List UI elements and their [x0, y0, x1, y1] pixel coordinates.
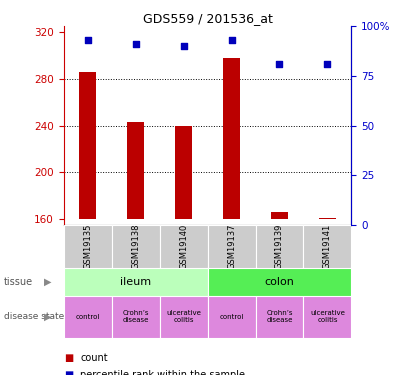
- Text: GSM19139: GSM19139: [275, 224, 284, 269]
- Point: [228, 37, 235, 43]
- Text: percentile rank within the sample: percentile rank within the sample: [80, 370, 245, 375]
- Text: control: control: [219, 314, 244, 320]
- Bar: [303, 225, 351, 268]
- Point: [324, 61, 331, 67]
- Text: ulcerative
colitis: ulcerative colitis: [310, 310, 345, 323]
- Text: ▶: ▶: [44, 312, 51, 322]
- Text: Crohn’s
disease: Crohn’s disease: [122, 310, 149, 323]
- Bar: [208, 268, 351, 296]
- Text: GSM19141: GSM19141: [323, 224, 332, 269]
- Bar: [64, 296, 112, 338]
- Bar: [303, 296, 351, 338]
- Text: GSM19138: GSM19138: [131, 224, 140, 269]
- Bar: [159, 296, 208, 338]
- Bar: [256, 296, 303, 338]
- Bar: [112, 225, 159, 268]
- Text: disease state: disease state: [4, 312, 65, 321]
- Text: control: control: [76, 314, 100, 320]
- Text: Crohn’s
disease: Crohn’s disease: [266, 310, 293, 323]
- Bar: [79, 72, 96, 219]
- Text: GSM19140: GSM19140: [179, 224, 188, 269]
- Bar: [271, 212, 288, 219]
- Point: [132, 41, 139, 47]
- Text: tissue: tissue: [4, 277, 33, 287]
- Bar: [175, 126, 192, 219]
- Point: [180, 43, 187, 49]
- Bar: [208, 296, 256, 338]
- Bar: [208, 225, 256, 268]
- Bar: [256, 225, 303, 268]
- Bar: [64, 225, 112, 268]
- Text: ■: ■: [64, 353, 73, 363]
- Point: [84, 37, 91, 43]
- Bar: [223, 58, 240, 219]
- Text: ulcerative
colitis: ulcerative colitis: [166, 310, 201, 323]
- Text: GSM19137: GSM19137: [227, 224, 236, 269]
- Text: ■: ■: [64, 370, 73, 375]
- Bar: [159, 225, 208, 268]
- Bar: [112, 296, 159, 338]
- Text: count: count: [80, 353, 108, 363]
- Title: GDS559 / 201536_at: GDS559 / 201536_at: [143, 12, 272, 25]
- Text: ▶: ▶: [44, 277, 51, 287]
- Text: GSM19135: GSM19135: [83, 224, 92, 269]
- Text: colon: colon: [265, 277, 294, 287]
- Bar: [64, 268, 208, 296]
- Bar: [127, 122, 144, 219]
- Text: ileum: ileum: [120, 277, 151, 287]
- Bar: [319, 218, 336, 219]
- Point: [276, 61, 283, 67]
